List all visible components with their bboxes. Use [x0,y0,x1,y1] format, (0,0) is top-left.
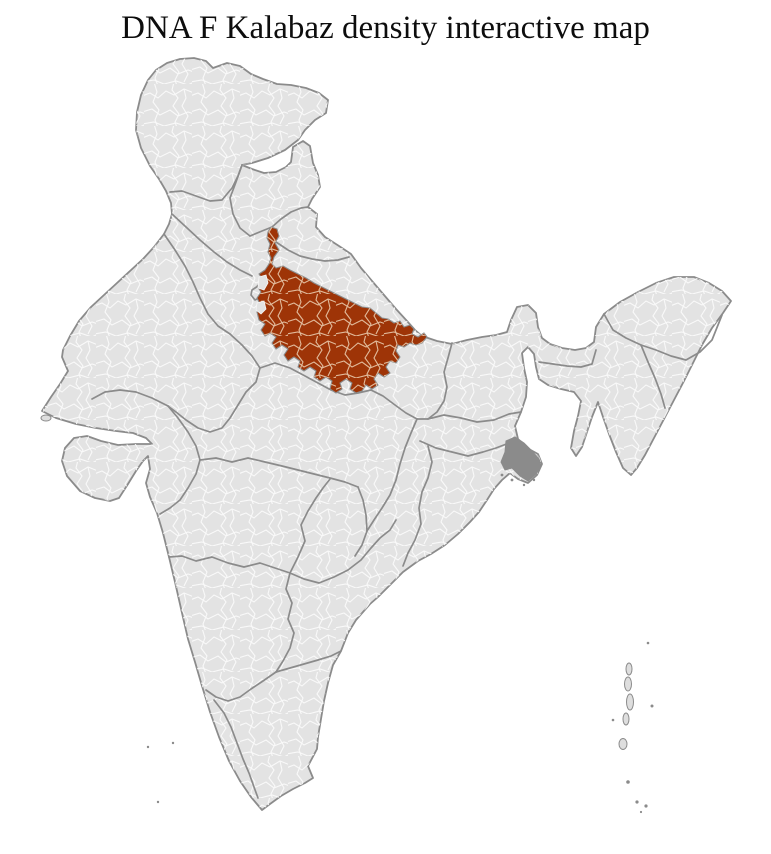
map-canvas[interactable] [0,52,771,854]
india-landmass[interactable] [41,57,732,811]
lakshadweep-islands [146,741,175,804]
highlighted-region[interactable] [255,226,428,394]
andaman-nicobar-islands [611,641,654,814]
kutch-island [40,414,52,422]
page-title: DNA F Kalabaz density interactive map [121,10,650,46]
delta-region [500,436,542,487]
india-district-map[interactable] [0,52,771,854]
unhighlighted-enclave[interactable] [257,274,269,291]
unhighlighted-enclave[interactable] [255,300,267,315]
district-boundaries-texture [42,58,731,810]
state-boundaries [91,164,723,799]
highlighted-district-texture [257,227,427,393]
